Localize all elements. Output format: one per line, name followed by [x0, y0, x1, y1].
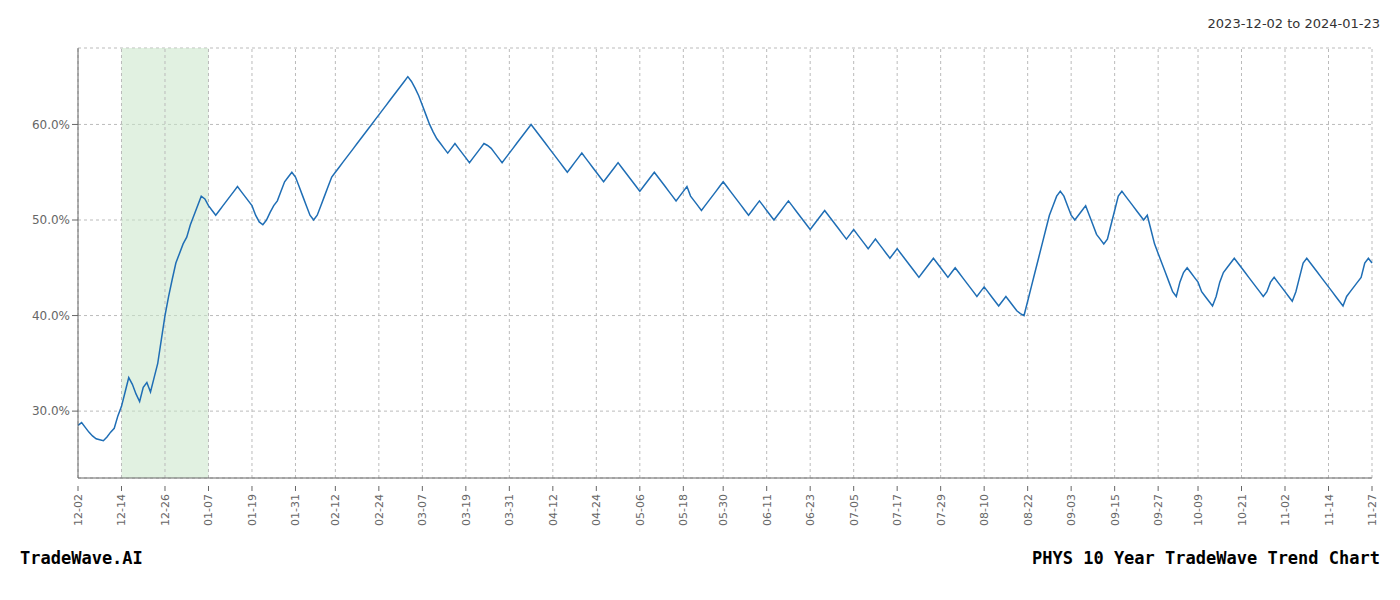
svg-text:04-24: 04-24: [590, 494, 603, 526]
svg-text:10-09: 10-09: [1192, 494, 1205, 526]
svg-text:30.0%: 30.0%: [32, 404, 70, 418]
svg-text:01-07: 01-07: [202, 494, 215, 526]
svg-text:05-06: 05-06: [634, 494, 647, 526]
svg-text:05-30: 05-30: [717, 494, 730, 526]
svg-text:09-03: 09-03: [1065, 494, 1078, 526]
svg-text:03-19: 03-19: [460, 494, 473, 526]
svg-text:09-27: 09-27: [1152, 494, 1165, 526]
svg-text:10-21: 10-21: [1236, 494, 1249, 526]
svg-text:02-12: 02-12: [329, 494, 342, 526]
svg-text:07-17: 07-17: [891, 494, 904, 526]
svg-text:07-05: 07-05: [848, 494, 861, 526]
svg-text:11-27: 11-27: [1366, 494, 1379, 526]
svg-text:07-29: 07-29: [935, 494, 948, 526]
svg-text:50.0%: 50.0%: [32, 213, 70, 227]
svg-text:06-23: 06-23: [804, 494, 817, 526]
svg-text:08-22: 08-22: [1022, 494, 1035, 526]
svg-text:01-19: 01-19: [246, 494, 259, 526]
svg-text:02-24: 02-24: [373, 494, 386, 526]
svg-text:01-31: 01-31: [289, 494, 302, 526]
svg-text:40.0%: 40.0%: [32, 309, 70, 323]
html-text:PHYS 10 Year TradeWave Trend C: PHYS 10 Year TradeWave Trend Chart: [1032, 548, 1380, 568]
svg-text:03-07: 03-07: [416, 494, 429, 526]
svg-text:09-15: 09-15: [1109, 494, 1122, 526]
svg-text:12-14: 12-14: [115, 494, 128, 526]
html-text:2023-12-02 to 2024-01-23: 2023-12-02 to 2024-01-23: [1207, 15, 1380, 31]
svg-text:04-12: 04-12: [547, 494, 560, 526]
svg-text:05-18: 05-18: [677, 494, 690, 526]
svg-text:06-11: 06-11: [761, 494, 774, 526]
svg-text:11-14: 11-14: [1323, 494, 1336, 526]
html-text:TradeWave.AI: TradeWave.AI: [20, 548, 143, 568]
svg-text:60.0%: 60.0%: [32, 118, 70, 132]
svg-text:11-02: 11-02: [1279, 494, 1292, 526]
svg-text:12-26: 12-26: [159, 494, 172, 526]
svg-text:03-31: 03-31: [503, 494, 516, 526]
svg-text:12-02: 12-02: [72, 494, 85, 526]
svg-text:08-10: 08-10: [978, 494, 991, 526]
